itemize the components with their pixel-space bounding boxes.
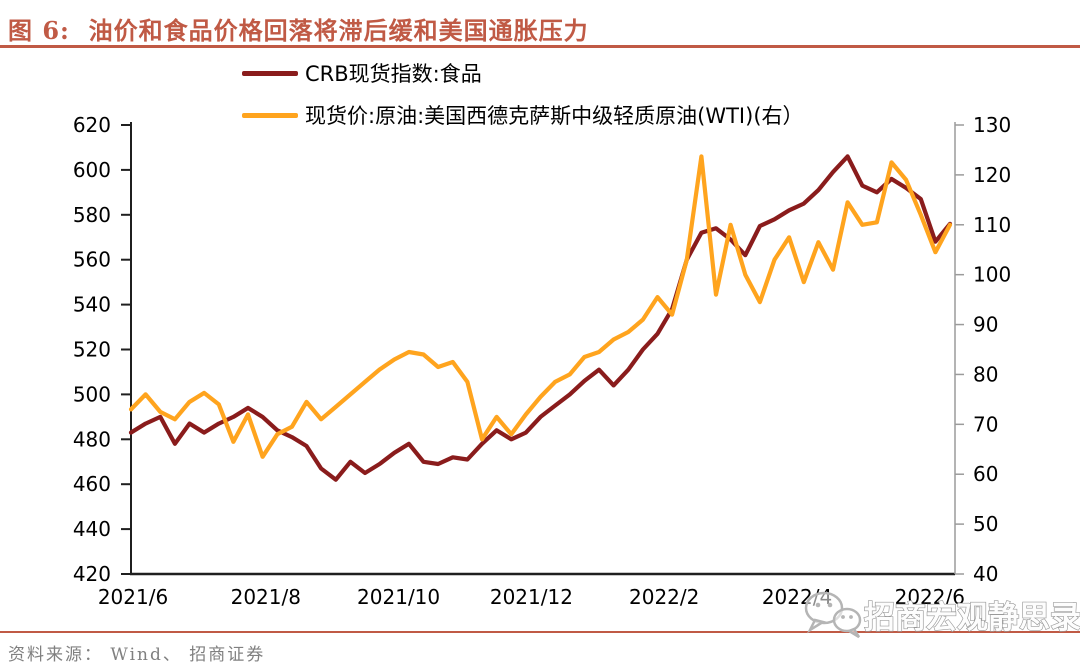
y-axis-right-tick-label: 130	[973, 113, 1011, 137]
y-axis-right-tick-label: 40	[973, 562, 998, 586]
legend-item-wti-oil: 现货价:原油:美国西德克萨斯中级轻质原油(WTI)(右）	[242, 103, 804, 128]
y-axis-left-tick-label: 420	[73, 562, 111, 586]
wti-line-swatch	[242, 112, 298, 118]
y-axis-left-tick-label: 580	[73, 203, 111, 227]
y-axis-left-tick-label: 620	[73, 113, 111, 137]
x-axis-tick-label: 2021/10	[357, 585, 440, 609]
x-axis-tick-label: 2022/6	[895, 585, 965, 609]
y-axis-left-tick-label: 440	[73, 517, 111, 541]
y-axis-right-tick-label: 120	[973, 163, 1011, 187]
legend-item-crb-food: CRB现货指数:食品	[242, 61, 804, 86]
y-axis-left-tick-label: 560	[73, 248, 111, 272]
y-axis-right-tick-label: 50	[973, 512, 998, 536]
y-axis-right-tick-label: 100	[973, 263, 1011, 287]
y-axis-left-tick-label: 600	[73, 158, 111, 182]
y-axis-left-tick-label: 480	[73, 427, 111, 451]
x-axis-tick-label: 2021/8	[231, 585, 301, 609]
wechat-icon-eyes	[815, 602, 853, 619]
x-axis-tick-label: 2021/6	[98, 585, 168, 609]
x-axis-tick-label: 2022/2	[629, 585, 699, 609]
y-axis-left-tick-label: 500	[73, 382, 111, 406]
y-axis-right-tick-label: 80	[973, 362, 998, 386]
y-axis-left-tick-label: 460	[73, 472, 111, 496]
chart-legend: CRB现货指数:食品 现货价:原油:美国西德克萨斯中级轻质原油(WTI)(右）	[242, 61, 804, 145]
y-axis-left-tick-label: 520	[73, 338, 111, 362]
watermark: 招商宏观静思录	[804, 591, 1080, 639]
y-axis-right-tick-label: 60	[973, 462, 998, 486]
wechat-icon	[804, 591, 862, 639]
legend-label-crb-food: CRB现货指数:食品	[305, 62, 482, 86]
y-axis-right-tick-label: 110	[973, 213, 1011, 237]
figure-title: 图 6: 油价和食品价格回落将滞后缓和美国通胀压力	[8, 16, 589, 45]
y-axis-right-tick-label: 90	[973, 313, 998, 337]
legend-label-wti-oil: 现货价:原油:美国西德克萨斯中级轻质原油(WTI)(右）	[305, 104, 804, 128]
wti-oil-line	[128, 154, 953, 459]
watermark-text: 招商宏观静思录	[864, 600, 1080, 636]
y-axis-right-tick-label: 70	[973, 412, 998, 436]
title-underline	[0, 45, 1080, 48]
crb-food-line	[128, 154, 953, 482]
y-axis-left-tick-label: 540	[73, 293, 111, 317]
source-note: 资料来源： Wind、 招商证券	[8, 645, 266, 665]
crb-line-swatch	[242, 70, 298, 76]
footer-divider	[0, 631, 1080, 633]
x-axis-tick-label: 2021/12	[490, 585, 573, 609]
